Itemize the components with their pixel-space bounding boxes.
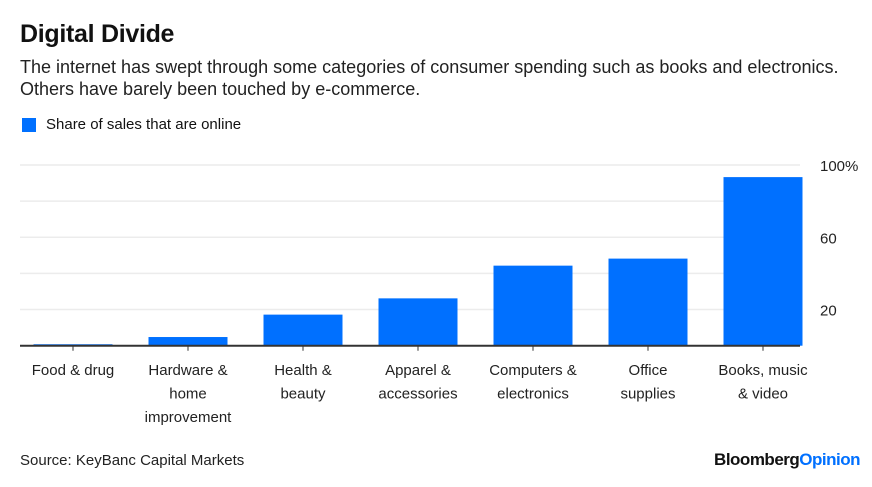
x-tick-label: & video — [738, 386, 788, 403]
y-tick-label: 100% — [820, 158, 858, 175]
legend-swatch — [22, 117, 36, 132]
bar — [723, 177, 803, 346]
bar — [378, 298, 458, 346]
x-tick-label: Computers & — [489, 362, 577, 379]
y-tick-label: 20 — [820, 303, 837, 320]
x-tick-label: Books, music — [718, 362, 808, 379]
x-tick-label: Office — [629, 362, 668, 379]
logo-part2: Opinion — [799, 450, 860, 469]
x-tick-label: Health & — [274, 362, 332, 379]
bar — [608, 258, 688, 346]
x-tick-label: supplies — [620, 386, 675, 403]
y-tick-label: 60 — [820, 230, 837, 247]
x-tick-label: Apparel & — [385, 362, 451, 379]
bar — [263, 314, 343, 346]
legend: Share of sales that are online — [22, 116, 241, 133]
x-tick-label: improvement — [145, 409, 233, 426]
bloomberg-opinion-logo: BloombergOpinion — [714, 450, 860, 470]
x-tick-label: Hardware & — [148, 362, 227, 379]
x-tick-label: Food & drug — [32, 362, 115, 379]
x-tick-label: accessories — [378, 386, 457, 403]
chart-subtitle: The internet has swept through some cate… — [20, 57, 839, 99]
logo-part1: Bloomberg — [714, 450, 800, 469]
x-tick-label: electronics — [497, 386, 569, 403]
x-tick-label: home — [169, 386, 207, 403]
x-tick-label: beauty — [280, 386, 326, 403]
legend-label: Share of sales that are online — [46, 116, 242, 133]
source-note: Source: KeyBanc Capital Markets — [20, 452, 245, 469]
chart-title: Digital Divide — [20, 20, 175, 48]
bar — [148, 337, 228, 346]
bar — [493, 265, 573, 346]
